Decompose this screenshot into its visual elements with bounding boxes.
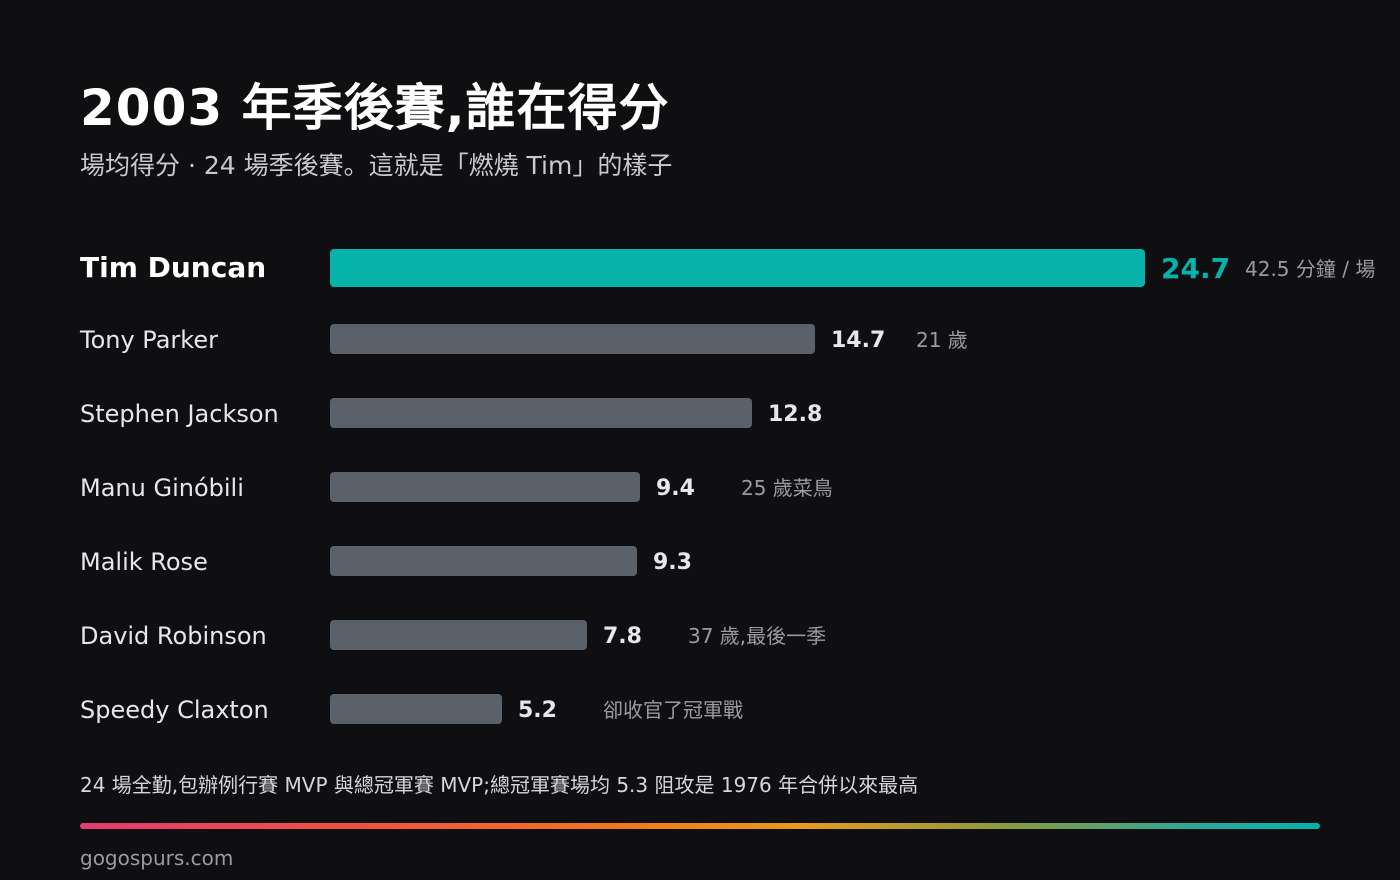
category-label: Tony Parker bbox=[79, 326, 218, 354]
category-label: David Robinson bbox=[80, 622, 267, 650]
bar-annotation: 21 歲 bbox=[916, 328, 968, 352]
bar-annotation: 卻收官了冠軍戰 bbox=[603, 698, 743, 722]
gradient-divider bbox=[80, 823, 1320, 829]
value-label: 5.2 bbox=[518, 698, 557, 723]
bar-annotation: 42.5 分鐘 / 場 bbox=[1245, 257, 1375, 281]
value-label: 9.4 bbox=[656, 476, 695, 501]
value-label: 9.3 bbox=[653, 550, 692, 575]
bar bbox=[330, 694, 502, 724]
value-label: 14.7 bbox=[831, 328, 885, 353]
source-credit: gogospurs.com bbox=[80, 846, 234, 870]
chart-title: 2003 年季後賽,誰在得分 bbox=[80, 79, 670, 137]
bar bbox=[330, 398, 752, 428]
bar bbox=[330, 620, 587, 650]
category-label: Malik Rose bbox=[80, 548, 208, 576]
value-label: 12.8 bbox=[768, 402, 822, 427]
bar bbox=[330, 546, 637, 576]
value-label: 7.8 bbox=[603, 624, 642, 649]
bar bbox=[330, 472, 640, 502]
category-label: Speedy Claxton bbox=[80, 696, 269, 724]
bar bbox=[330, 249, 1145, 287]
value-label: 24.7 bbox=[1161, 252, 1230, 285]
category-label: Stephen Jackson bbox=[80, 400, 279, 428]
bar bbox=[330, 324, 815, 354]
category-label: Tim Duncan bbox=[80, 251, 266, 284]
footnote: 24 場全勤,包辦例行賽 MVP 與總冠軍賽 MVP;總冠軍賽場均 5.3 阻攻… bbox=[80, 773, 919, 797]
category-label: Manu Ginóbili bbox=[80, 474, 244, 502]
bar-annotation: 25 歲菜鳥 bbox=[741, 476, 833, 500]
chart-subtitle: 場均得分 · 24 場季後賽。這就是「燃燒 Tim」的樣子 bbox=[80, 151, 673, 180]
bar-annotation: 37 歲,最後一季 bbox=[688, 624, 826, 648]
